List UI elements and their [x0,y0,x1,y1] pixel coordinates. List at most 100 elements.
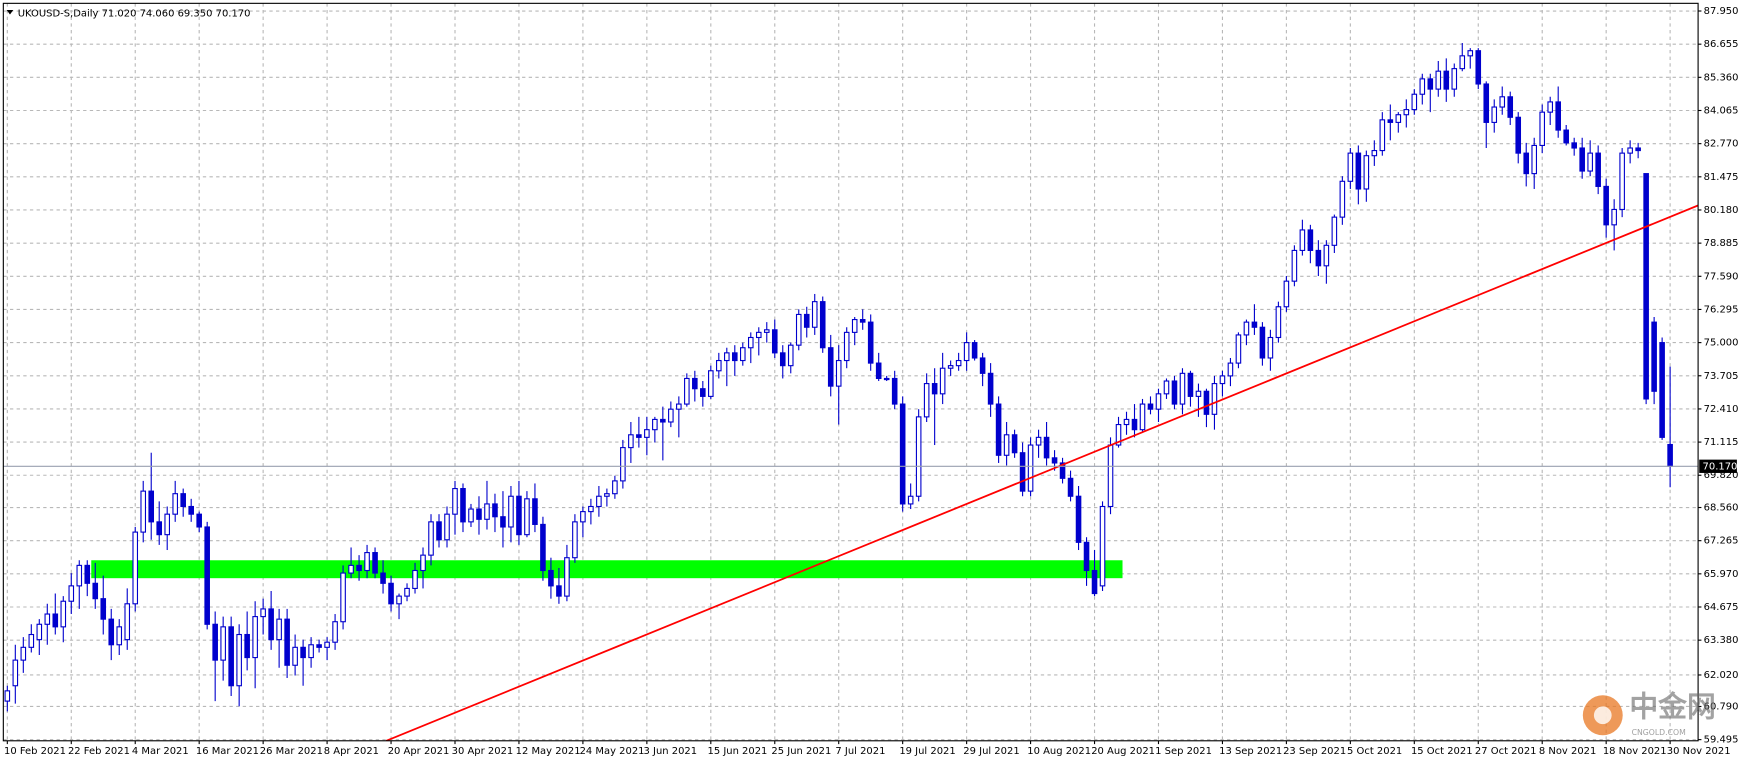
candle-body [1667,443,1673,467]
candle-body [364,552,370,572]
y-tick-label: 82.770 [1704,139,1738,150]
candle-body [1395,114,1402,123]
candle-body [1371,150,1378,157]
candle-body [1131,418,1138,431]
candle-body [1547,101,1553,113]
y-tick-label: 73.705 [1704,371,1738,382]
candle-body [1195,390,1202,397]
candle-body [915,416,922,497]
candle-body [1011,434,1018,454]
candle-body [1587,152,1593,172]
x-tick-label: 8 Nov 2021 [1539,746,1596,757]
candle-body [140,490,147,533]
candle-body [644,429,650,438]
x-tick-label: 22 Feb 2021 [68,746,130,757]
candle-body [1075,495,1082,543]
candle-body [1043,436,1050,459]
candle-body [76,564,83,587]
zone-layer [91,560,1123,579]
candle-body [819,301,826,349]
candle-body [1291,249,1298,282]
candle-body [444,513,450,541]
candle-body [763,329,770,333]
candle-body [404,587,410,597]
candle-body [540,523,546,572]
candle-body [891,377,898,405]
candle-body [1187,372,1194,397]
x-tick-label: 7 Jul 2021 [835,746,885,757]
y-tick-label: 63.380 [1704,635,1738,646]
y-tick-label: 86.655 [1704,39,1738,50]
candle-body [1595,152,1601,187]
candle-body [1515,116,1522,154]
candle-body [356,564,362,572]
candle-body [995,403,1002,456]
y-tick-label: 67.265 [1704,536,1738,547]
y-tick-label: 69.820 [1704,470,1738,481]
candle-body [500,516,506,528]
candle-body [724,352,730,362]
candle-body [811,301,818,328]
candle-body [348,564,354,574]
candle-body [212,623,218,661]
x-tick-label: 29 Jul 2021 [963,746,1019,757]
candle-body [28,633,35,648]
y-tick-label: 72.410 [1704,404,1738,415]
candle-body [1235,334,1242,364]
candle-body [380,572,386,584]
candle-body [1323,244,1330,267]
chart-title: UKOUSD-S,Daily 71.020 74.060 69.350 70.1… [18,8,251,19]
candle-body [396,595,402,605]
candle-body [388,582,394,605]
candle-body [1315,249,1322,267]
candle-body [1531,144,1538,175]
candle-body [1331,216,1338,246]
candle-body [1035,436,1042,446]
candle-body [1379,119,1386,152]
candle-body [204,526,210,625]
candle-body [1259,326,1266,359]
candle-body [779,352,786,367]
x-tick-label: 5 Oct 2021 [1347,746,1402,757]
candle-body [1555,101,1561,131]
y-tick-label: 78.885 [1704,238,1738,249]
candle-body [316,644,322,648]
candle-body [1155,393,1162,410]
candle-body [292,646,298,666]
candle-body [84,564,91,584]
x-tick-label: 25 Jun 2021 [771,746,831,757]
candle-body [1635,147,1641,152]
candle-body [676,403,682,410]
y-tick-label: 62.020 [1704,670,1738,681]
candle-body [1299,229,1306,251]
y-tick-label: 84.065 [1704,105,1738,116]
candle-body [1611,208,1617,226]
candle-body [1419,78,1426,95]
overlay [3,204,1699,741]
support-zone [91,560,1123,579]
candle-body [476,508,482,520]
candle-body [1219,375,1226,385]
candle-body [979,357,986,374]
candle-body [324,641,330,648]
candle-body [532,498,538,525]
candle-body [1339,180,1346,218]
candle-body [1203,390,1210,415]
candle-body [196,513,202,528]
candle-body [300,646,306,659]
y-tick-label: 85.360 [1704,72,1738,83]
candle-body [1347,152,1354,182]
candle-body [1171,380,1178,405]
candle-body [1283,280,1290,308]
candle-body [436,521,442,541]
candle-body [468,508,474,523]
candle-body [907,495,914,505]
candle-body [1163,380,1170,395]
candle-body [1467,50,1474,57]
candle-body [899,403,906,505]
candle-body [1627,147,1633,154]
candle-body [1443,70,1450,90]
candle-body [228,626,234,687]
candle-body [1003,434,1010,456]
trendline [385,204,1699,741]
